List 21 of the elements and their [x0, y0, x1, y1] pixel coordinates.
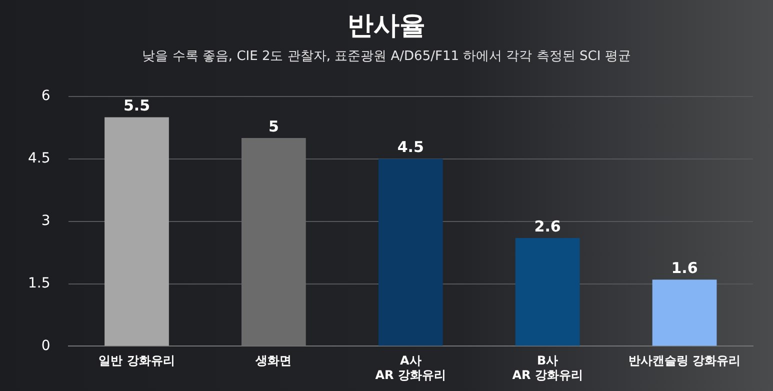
bar [515, 238, 580, 346]
chart-subtitle: 낮을 수록 좋음, CIE 2도 관찰자, 표준광원 A/D65/F11 하에서 각각 측정된 SCI 평균 [141, 48, 632, 65]
y-tick-label: 1.5 [28, 275, 50, 292]
data-label: 1.6 [671, 258, 698, 277]
data-label: 4.5 [397, 138, 424, 156]
data-label: 5.5 [123, 96, 150, 115]
data-label: 5 [268, 117, 279, 136]
bar [104, 117, 169, 346]
x-tick-label: 일반 강화유리 [98, 354, 175, 368]
bar [652, 280, 717, 346]
data-label: 2.6 [534, 217, 561, 236]
y-tick-label: 6 [41, 88, 50, 104]
x-tick-label: A사 AR 강화유리 [375, 354, 446, 382]
y-tick-label: 4.5 [28, 150, 50, 166]
x-tick-label: 생화면 [254, 354, 292, 368]
bar [378, 158, 443, 346]
chart-title: 반사율 [346, 10, 426, 43]
x-tick-label: 반사캔슬링 강화유리 [628, 354, 741, 368]
y-tick-label: 0 [41, 338, 50, 354]
y-tick-label: 3 [41, 212, 50, 229]
x-tick-label: B사 AR 강화유리 [512, 354, 583, 382]
